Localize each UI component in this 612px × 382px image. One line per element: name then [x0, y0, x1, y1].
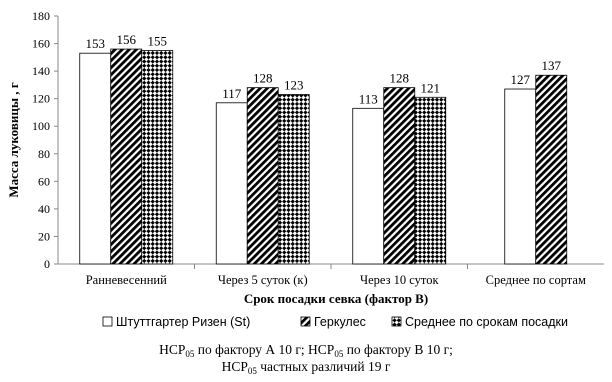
data-label: 127 — [511, 72, 531, 87]
x-axis-title: Срок посадки севка (фактор В) — [244, 291, 428, 306]
note-subscript: 05 — [185, 349, 195, 359]
y-tick-label: 100 — [32, 119, 50, 133]
y-tick-label: 180 — [32, 9, 50, 23]
bar — [110, 48, 143, 265]
x-tick-label: Ранневесенний — [86, 273, 167, 287]
y-tick-label: 20 — [38, 229, 50, 243]
x-tick-label: Через 10 суток — [360, 273, 439, 287]
note-subscript: 05 — [247, 366, 257, 376]
bar — [215, 102, 248, 265]
bar — [414, 96, 447, 265]
note-text: по фактору В 10 г; — [343, 342, 453, 357]
legend-entry: Штуттгартер Ризен (St) — [116, 315, 250, 329]
y-tick-label: 140 — [32, 64, 50, 78]
note-text: НСР — [159, 342, 186, 357]
y-axis-title: Масса луковицы , г — [6, 82, 21, 197]
data-label: 117 — [222, 86, 242, 101]
bar — [352, 107, 385, 265]
data-label: 113 — [359, 91, 378, 106]
legend: Штуттгартер Ризен (St) Геркулес Среднее по… — [102, 315, 568, 329]
bar — [383, 87, 416, 265]
bar — [141, 50, 174, 265]
y-tick-label: 120 — [32, 92, 50, 106]
data-label: 128 — [390, 71, 410, 86]
data-label: 155 — [148, 33, 168, 48]
note-text: НСР — [221, 359, 248, 374]
x-tick-label: Среднее по сортам — [486, 273, 586, 287]
y-tick-label: 80 — [38, 147, 50, 161]
note-text: частных различий 19 г — [256, 359, 391, 374]
data-label: 137 — [542, 58, 562, 73]
x-tick-label: Через 5 суток (к) — [218, 273, 308, 287]
data-label: 121 — [421, 80, 441, 95]
lsd-note-line-2: НСР05 частных различий 19 г — [0, 359, 612, 376]
legend-entry: Геркулес — [314, 315, 366, 329]
legend-swatch — [391, 316, 402, 327]
data-label: 128 — [253, 71, 273, 86]
plot-area: 0 20 40 60 80 100 120 140 160 180 153 156 155 Ранневе… — [32, 9, 604, 287]
bar-chart: 0 20 40 60 80 100 120 140 160 180 153 156 155 Ранневе… — [6, 9, 604, 329]
y-tick-label: 40 — [38, 202, 50, 216]
bar — [246, 87, 279, 265]
lsd-note-line-1: НСР05 по фактору А 10 г; НСР05 по фактор… — [0, 342, 612, 359]
y-tick-label: 160 — [32, 37, 50, 51]
note-text: по фактору А 10 г; НСР — [194, 342, 335, 357]
data-label: 156 — [117, 32, 137, 47]
legend-swatch — [300, 316, 311, 327]
legend-entry: Среднее по срокам посадки — [405, 315, 568, 329]
data-label: 153 — [86, 36, 106, 51]
y-tick-label: 0 — [44, 257, 50, 271]
note-subscript: 05 — [334, 349, 344, 359]
data-label: 123 — [284, 78, 304, 93]
y-tick-label: 60 — [38, 174, 50, 188]
bar — [504, 88, 537, 265]
legend-swatch — [102, 316, 113, 327]
bar — [277, 94, 310, 265]
bar — [535, 74, 568, 265]
bar — [79, 52, 112, 265]
